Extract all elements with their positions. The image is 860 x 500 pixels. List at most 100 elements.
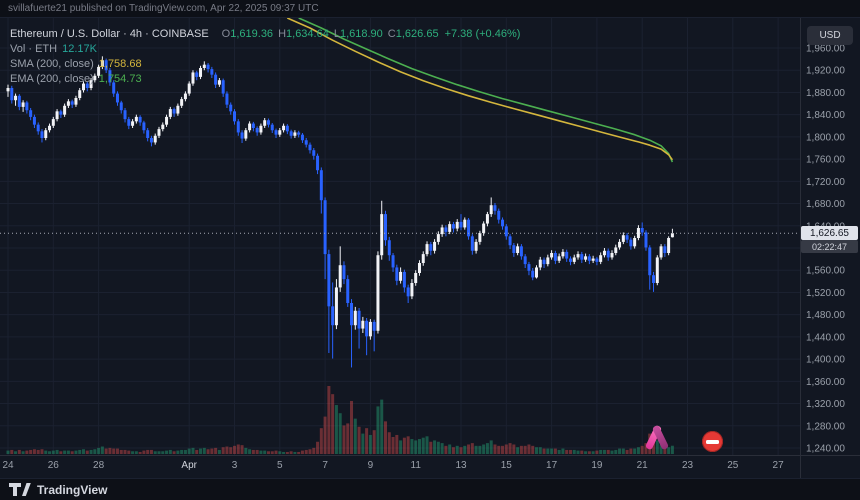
volume-bar: [350, 400, 354, 454]
candle-body: [195, 72, 199, 77]
time-tick-label[interactable]: 5: [277, 460, 283, 471]
volume-bar: [610, 450, 614, 454]
price-chart-canvas[interactable]: 1,960.00 1,920.00 1,880.00 1,840.00 1,800.00…: [0, 18, 860, 478]
time-tick-label[interactable]: 7: [322, 460, 328, 471]
candle-body: [357, 310, 361, 329]
price-tick-label[interactable]: 1,240.00: [806, 444, 845, 455]
tradingview-logo-mark: [9, 483, 31, 496]
candle-body: [176, 105, 180, 114]
volume-bar: [629, 448, 633, 454]
candle-body: [618, 241, 622, 248]
price-tick-label[interactable]: 1,760.00: [806, 155, 845, 166]
time-tick-label[interactable]: 26: [48, 460, 60, 471]
candle-body: [78, 90, 82, 98]
ribbon-sticker[interactable]: [644, 424, 670, 451]
chart-area[interactable]: 1,960.00 1,920.00 1,880.00 1,840.00 1,800.00…: [0, 18, 860, 478]
volume-bar: [115, 448, 119, 454]
candles-layer[interactable]: [6, 56, 674, 368]
candle-body: [89, 80, 93, 88]
time-tick-label[interactable]: 24: [2, 460, 14, 471]
no-entry-sticker[interactable]: [702, 431, 723, 452]
volume-bar: [153, 451, 157, 454]
price-tick-label[interactable]: 1,400.00: [806, 355, 845, 366]
price-tick-label[interactable]: 1,280.00: [806, 421, 845, 432]
price-tick-label[interactable]: 1,560.00: [806, 266, 845, 277]
time-tick-label[interactable]: 27: [773, 460, 785, 471]
volume-bar: [667, 447, 671, 454]
volume-bar: [346, 423, 350, 454]
brand-name[interactable]: TradingView: [37, 482, 108, 497]
price-tick-label[interactable]: 1,680.00: [806, 199, 845, 210]
volume-bar: [308, 449, 312, 454]
time-tick-label[interactable]: 28: [93, 460, 105, 471]
candle-body: [587, 256, 591, 261]
volume-bar: [365, 428, 369, 454]
price-tick-label[interactable]: 1,360.00: [806, 377, 845, 388]
candle-body: [172, 109, 176, 114]
candle-body: [391, 255, 395, 268]
price-tick-label[interactable]: 1,480.00: [806, 310, 845, 321]
time-tick-label[interactable]: 15: [501, 460, 513, 471]
last-price-label[interactable]: 1,626.65: [801, 226, 858, 241]
candle-body: [6, 88, 10, 92]
time-axis-labels[interactable]: 24 26 28 Apr 3 5 7 9 11 13 15 17 19 21 23 25 27: [2, 460, 784, 471]
volume-bar: [78, 449, 82, 454]
candle-body: [285, 125, 289, 132]
candle-countdown: 02:22:47: [801, 240, 858, 254]
volume-bar: [372, 430, 376, 454]
candle-body: [610, 253, 614, 258]
candle-body: [636, 228, 640, 238]
volume-bar: [161, 451, 165, 454]
time-tick-label[interactable]: 13: [455, 460, 467, 471]
volume-bar: [131, 451, 135, 454]
volume-bar: [621, 448, 625, 454]
volume-bar: [327, 386, 331, 454]
volume-bar: [557, 449, 561, 454]
candle-body: [572, 257, 576, 262]
price-tick-label[interactable]: 1,520.00: [806, 288, 845, 299]
volume-bar: [523, 445, 527, 454]
ema200-line[interactable]: [298, 18, 674, 163]
candle-body: [149, 138, 153, 143]
candle-body: [414, 273, 418, 283]
volume-bar: [417, 439, 421, 454]
time-tick-label[interactable]: 25: [727, 460, 739, 471]
volume-bar: [66, 450, 70, 454]
time-tick-label[interactable]: 23: [682, 460, 694, 471]
sma200-line[interactable]: [286, 18, 674, 161]
volume-bar: [304, 449, 308, 454]
volume-bar: [406, 436, 410, 454]
volume-bar: [59, 451, 63, 454]
price-tick-label[interactable]: 1,720.00: [806, 177, 845, 188]
volume-bar: [138, 451, 142, 454]
price-tick-label[interactable]: 1,920.00: [806, 66, 845, 77]
time-tick-label[interactable]: 9: [368, 460, 374, 471]
time-tick-label[interactable]: 19: [591, 460, 603, 471]
volume-bar: [387, 432, 391, 454]
volume-bar: [467, 444, 471, 454]
time-tick-label[interactable]: 3: [232, 460, 238, 471]
candle-body: [312, 150, 316, 156]
price-tick-label[interactable]: 1,320.00: [806, 399, 845, 410]
candle-body: [263, 120, 267, 126]
volume-bar: [119, 449, 123, 454]
candle-body: [17, 95, 21, 107]
candle-body: [342, 265, 346, 280]
price-tick-label[interactable]: 1,800.00: [806, 132, 845, 143]
price-tick-label[interactable]: 1,960.00: [806, 44, 845, 55]
tradingview-logo[interactable]: [9, 483, 31, 496]
time-tick-label[interactable]: 11: [411, 460, 422, 471]
price-tick-label[interactable]: 1,440.00: [806, 332, 845, 343]
publish-text: svillafuerte21 published on TradingView.…: [8, 3, 319, 14]
volume-bar: [36, 449, 40, 454]
volume-bar: [636, 447, 640, 454]
price-tick-label[interactable]: 1,880.00: [806, 88, 845, 99]
candle-body: [206, 64, 210, 70]
time-tick-label[interactable]: 21: [637, 460, 649, 471]
time-tick-label[interactable]: 17: [546, 460, 558, 471]
price-tick-label[interactable]: 1,840.00: [806, 110, 845, 121]
currency-toggle-button[interactable]: USD: [807, 26, 853, 45]
candle-body: [266, 120, 270, 125]
time-tick-label[interactable]: Apr: [181, 460, 197, 471]
candle-body: [165, 116, 169, 125]
